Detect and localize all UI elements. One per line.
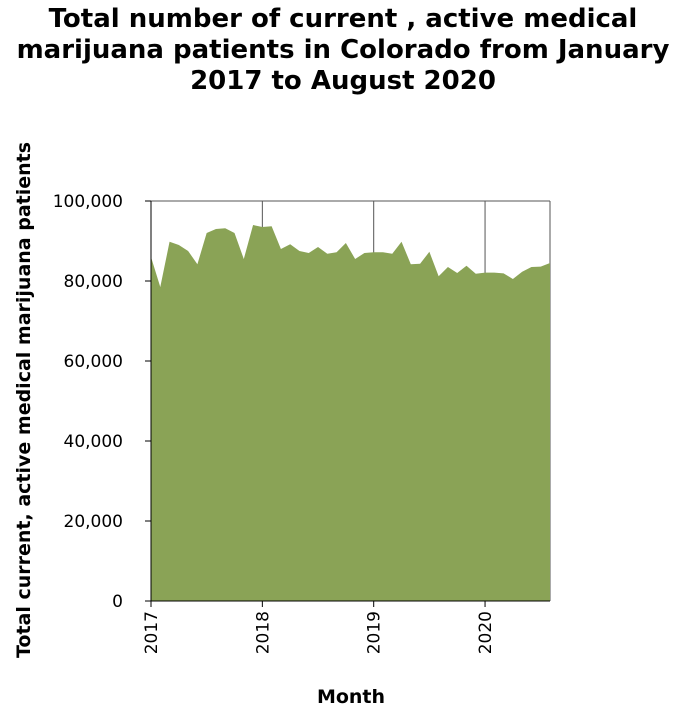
x-axis-title: Month bbox=[317, 686, 385, 708]
x-tick-label: 2019 bbox=[365, 611, 385, 654]
chart-title-line-3: 2017 to August 2020 bbox=[190, 66, 496, 96]
axes bbox=[150, 201, 550, 602]
chart-title: Total number of current , active medical… bbox=[0, 4, 686, 97]
y-tick-label: 0 bbox=[112, 592, 123, 612]
y-axis-ticks: 0 20,000 40,000 60,000 80,000 100,000 bbox=[53, 192, 151, 612]
y-tick-label: 100,000 bbox=[53, 192, 123, 212]
y-tick-label: 20,000 bbox=[64, 512, 123, 532]
chart-title-line-2: marijuana patients in Colorado from Janu… bbox=[16, 35, 670, 65]
x-tick-label: 2017 bbox=[142, 611, 162, 654]
x-tick-label: 2018 bbox=[253, 611, 273, 654]
chart-title-line-1: Total number of current , active medical bbox=[48, 4, 638, 34]
y-axis-title: Total current, active medical marijuana … bbox=[13, 142, 35, 658]
area-series bbox=[151, 225, 550, 601]
y-tick-label: 60,000 bbox=[64, 352, 123, 372]
y-tick-label: 80,000 bbox=[64, 272, 123, 292]
x-tick-label: 2020 bbox=[476, 611, 496, 654]
y-tick-label: 40,000 bbox=[64, 432, 123, 452]
x-axis-ticks: 2017 2018 2019 2020 bbox=[142, 601, 496, 654]
